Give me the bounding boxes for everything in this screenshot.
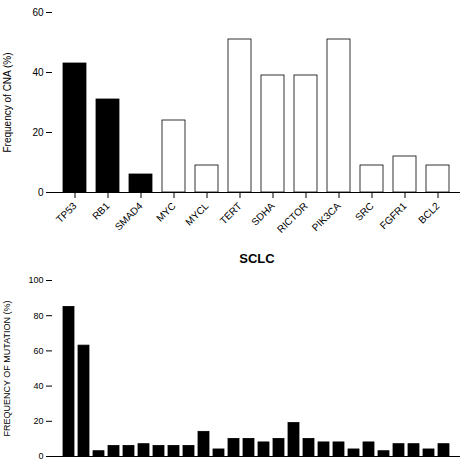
html-text:SCLC: SCLC <box>239 251 275 266</box>
svg-text:20: 20 <box>32 127 44 138</box>
svg-text:RB1: RB1 <box>90 200 112 222</box>
svg-text:20: 20 <box>33 416 43 426</box>
svg-text:MYC: MYC <box>154 200 178 224</box>
svg-text:FREQUENCY OF MUTATION (%): FREQUENCY OF MUTATION (%) <box>2 300 12 436</box>
svg-text:BCL2: BCL2 <box>416 200 442 226</box>
svg-text:0: 0 <box>38 187 44 198</box>
svg-text:60: 60 <box>33 346 43 356</box>
svg-text:SDHA: SDHA <box>249 200 277 228</box>
svg-text:80: 80 <box>33 311 43 321</box>
svg-text:60: 60 <box>32 7 44 18</box>
svg-text:100: 100 <box>28 275 43 285</box>
svg-text:Frequency of CNA (%): Frequency of CNA (%) <box>2 52 13 152</box>
svg-text:40: 40 <box>32 67 44 78</box>
svg-text:40: 40 <box>33 381 43 391</box>
svg-text:FGFR1: FGFR1 <box>378 200 409 231</box>
svg-text:0: 0 <box>38 451 43 461</box>
svg-text:MYCL: MYCL <box>183 200 211 228</box>
svg-text:TP53: TP53 <box>54 200 79 225</box>
svg-text:SRC: SRC <box>353 200 376 223</box>
svg-text:SMAD4: SMAD4 <box>113 200 145 232</box>
svg-text:RICTOR: RICTOR <box>275 200 310 235</box>
svg-text:PIK3CA: PIK3CA <box>310 200 343 233</box>
svg-text:TERT: TERT <box>218 200 244 226</box>
